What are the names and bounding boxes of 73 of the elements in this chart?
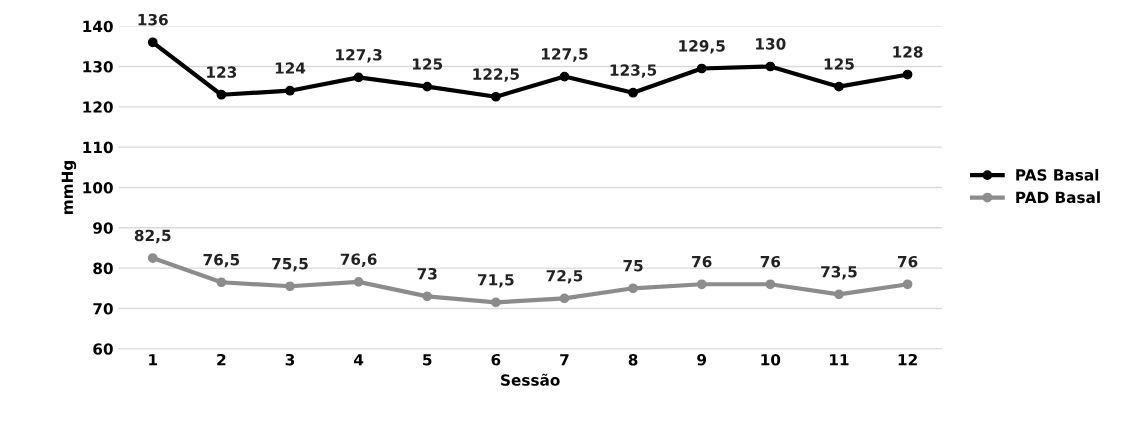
- data-label: 123,5: [610, 64, 657, 78]
- data-label: 76,6: [340, 253, 377, 267]
- x-tick-label: 4: [353, 354, 364, 366]
- legend-label: PAS Basal: [1016, 168, 1099, 181]
- x-axis-title: Sessão: [501, 373, 560, 386]
- data-label: 73,5: [821, 265, 857, 280]
- y-tick-label: 60: [93, 343, 113, 355]
- point: [422, 81, 433, 92]
- y-tick-label: 70: [93, 302, 113, 315]
- x-tick-label: 12: [898, 353, 917, 366]
- point: [902, 69, 913, 80]
- y-tick-label: 90: [93, 222, 113, 234]
- y-tick-label: 100: [83, 181, 113, 194]
- legend-label: PAD Basal: [1016, 191, 1100, 204]
- data-label: 128: [893, 46, 923, 58]
- y-tick-label: 140: [83, 20, 113, 33]
- point: [147, 37, 158, 48]
- data-label: 82,5: [134, 229, 171, 244]
- data-label: 127,3: [336, 48, 382, 63]
- point: [216, 277, 227, 288]
- point: [834, 289, 844, 300]
- x-tick-label: 1: [149, 354, 158, 366]
- x-tick-label: 3: [285, 353, 295, 366]
- point: [353, 72, 364, 83]
- point: [147, 253, 158, 263]
- point: [902, 279, 913, 290]
- x-tick-label: 6: [491, 353, 501, 366]
- data-label: 124: [275, 62, 306, 74]
- point: [765, 279, 776, 290]
- data-label: 129,5: [679, 40, 725, 54]
- point: [765, 61, 776, 72]
- point: [696, 279, 707, 290]
- data-label: 76: [760, 255, 781, 268]
- x-tick-label: 10: [761, 353, 781, 366]
- point: [628, 87, 638, 98]
- data-label: 122,5: [473, 68, 519, 82]
- data-label: 71,5: [478, 274, 514, 288]
- point: [696, 63, 707, 74]
- y-tick-label: 130: [83, 60, 113, 73]
- data-label: 73: [417, 267, 437, 280]
- point: [559, 293, 570, 304]
- data-label: 76: [692, 255, 712, 268]
- x-tick-label: 7: [560, 354, 569, 366]
- data-label: 125: [824, 58, 854, 70]
- x-tick-label: 8: [628, 353, 638, 366]
- point: [559, 71, 570, 82]
- point: [490, 297, 501, 308]
- data-label: 75: [623, 260, 643, 272]
- data-label: 76: [897, 255, 918, 268]
- y-tick-label: 120: [83, 101, 113, 113]
- x-tick-label: 11: [830, 354, 849, 366]
- data-label: 123: [207, 66, 237, 78]
- x-tick-label: 9: [697, 353, 707, 366]
- data-label: 76,5: [203, 253, 240, 268]
- y-tick-label: 80: [93, 262, 113, 275]
- point: [490, 91, 501, 102]
- point: [628, 283, 638, 294]
- point: [422, 291, 433, 302]
- x-tick-label: 2: [217, 353, 226, 366]
- data-label: 72,5: [546, 269, 583, 284]
- data-label: 127,5: [542, 48, 588, 62]
- data-label: 75,5: [272, 258, 308, 272]
- data-label: 136: [138, 13, 168, 26]
- point: [834, 81, 844, 92]
- y-tick-label: 110: [83, 141, 113, 154]
- data-label: 130: [756, 38, 786, 50]
- point: [353, 276, 364, 287]
- point: [285, 281, 295, 292]
- y-axis-title: mmHg: [61, 160, 77, 214]
- point: [285, 85, 295, 96]
- point: [216, 89, 227, 100]
- data-label: 125: [413, 58, 443, 70]
- x-tick-label: 5: [423, 354, 432, 366]
